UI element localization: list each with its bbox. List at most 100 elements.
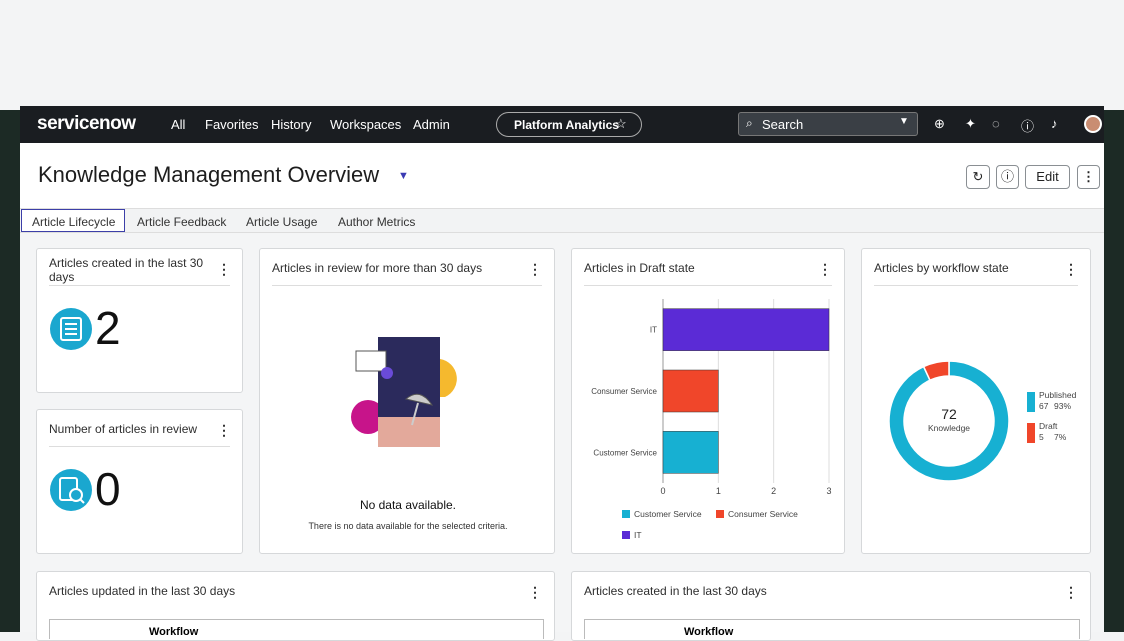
- donut-total: 72: [941, 406, 957, 422]
- table-header: [49, 619, 544, 639]
- edit-button[interactable]: Edit: [1025, 165, 1070, 189]
- legend-swatch: [1027, 423, 1035, 443]
- chat-icon[interactable]: ◌: [992, 116, 1000, 131]
- y-tick-label: IT: [650, 326, 657, 335]
- menu-item[interactable]: Admin: [413, 117, 450, 132]
- card-title: Number of articles in review: [49, 422, 198, 436]
- legend-label: Customer Service: [634, 509, 702, 519]
- divider: [49, 446, 230, 447]
- legend-percent: 93%: [1054, 401, 1071, 411]
- column-header: Workflow: [149, 626, 199, 638]
- legend-swatch: [1027, 392, 1035, 412]
- y-tick-label: Consumer Service: [591, 387, 657, 396]
- bar: [662, 308, 830, 351]
- kpi-value: 2: [95, 302, 121, 354]
- kpi-card: Number of articles in review ⋮ 0: [36, 409, 243, 554]
- x-tick-label: 3: [826, 486, 831, 496]
- x-tick-label: 1: [716, 486, 721, 496]
- legend-percent: 7%: [1054, 432, 1067, 442]
- legend-label: Draft: [1039, 421, 1058, 431]
- divider: [584, 285, 832, 286]
- globe-icon[interactable]: ⊕: [934, 116, 945, 131]
- star-icon[interactable]: ☆: [615, 116, 627, 131]
- card-title: Articles by workflow state: [874, 261, 1009, 275]
- tab[interactable]: Article Lifecycle: [32, 215, 116, 229]
- divider: [49, 285, 230, 286]
- search-icon: ⌕: [746, 116, 753, 130]
- card-title: Articles updated in the last 30 days: [49, 584, 236, 598]
- workspace-pill[interactable]: [496, 112, 642, 137]
- table-header: [584, 619, 1080, 639]
- card-menu[interactable]: ⋮: [1064, 261, 1078, 277]
- x-tick-label: 2: [771, 486, 776, 496]
- table-card: Articles updated in the last 30 days ⋮ W…: [36, 571, 555, 641]
- menu-item[interactable]: History: [271, 117, 312, 132]
- empty-text: There is no data available for the selec…: [308, 521, 508, 531]
- tab[interactable]: Article Usage: [246, 215, 318, 229]
- tab-selected[interactable]: [21, 209, 125, 232]
- nav-bar: servicenow All Favorites History Workspa…: [20, 106, 1104, 143]
- card-menu[interactable]: ⋮: [217, 261, 231, 277]
- empty-title: No data available.: [359, 498, 457, 512]
- search-dropdown[interactable]: ▼: [899, 116, 909, 127]
- search-box[interactable]: [738, 112, 918, 136]
- kpi-icon: [50, 469, 92, 511]
- card-menu[interactable]: ⋮: [217, 422, 231, 438]
- legend-swatch: [716, 510, 724, 518]
- y-tick-label: Customer Service: [593, 448, 657, 457]
- menu-item[interactable]: Workspaces: [330, 117, 402, 132]
- legend-value: 5: [1039, 432, 1044, 442]
- more-button[interactable]: ⋮: [1077, 165, 1100, 189]
- card-title: Articles created in the last 30 days: [49, 256, 204, 284]
- column-header: Workflow: [684, 626, 734, 638]
- x-tick-label: 0: [660, 486, 665, 496]
- empty-card: Articles in review for more than 30 days…: [259, 248, 555, 554]
- tab[interactable]: Article Feedback: [137, 215, 227, 229]
- bar: [662, 431, 719, 474]
- kpi-card: Articles created in the last 30 days ⋮ 2: [36, 248, 243, 393]
- legend-label: Published: [1039, 390, 1077, 400]
- menu-item[interactable]: Favorites: [205, 117, 259, 132]
- donut-total-label: Knowledge: [928, 423, 970, 433]
- card-title: Articles in review for more than 30 days: [272, 261, 483, 275]
- chart-card: Articles in Draft state ⋮ 0 1 2 3 IT Consumer…: [571, 248, 845, 554]
- donut-segment: [888, 360, 1010, 482]
- legend-value: 67: [1039, 401, 1049, 411]
- logo[interactable]: servicenow: [37, 113, 136, 134]
- chart-card: Articles by workflow state ⋮ Published 67…: [861, 248, 1091, 554]
- kpi-value: 0: [95, 463, 121, 515]
- tab[interactable]: Author Metrics: [338, 215, 416, 229]
- empty-illustration: [351, 337, 457, 447]
- legend-swatch: [622, 510, 630, 518]
- info-button[interactable]: ⓘ: [996, 165, 1019, 189]
- donut-segment: [922, 360, 950, 382]
- legend-label: Consumer Service: [728, 509, 798, 519]
- bar: [662, 369, 719, 413]
- title-dropdown[interactable]: ▼: [398, 170, 409, 182]
- bell-icon[interactable]: ♪: [1051, 116, 1058, 131]
- menu-item[interactable]: All: [171, 117, 186, 132]
- help-icon[interactable]: ⓘ: [1021, 119, 1035, 134]
- table-card: Articles created in the last 30 days ⋮ W…: [571, 571, 1091, 641]
- card-menu[interactable]: ⋮: [528, 261, 542, 277]
- divider: [272, 285, 542, 286]
- card-menu[interactable]: ⋮: [818, 261, 832, 277]
- bar-chart: 0 1 2 3 IT Consumer Service Customer Service Cu…: [591, 299, 832, 540]
- search-placeholder: Search: [762, 117, 804, 132]
- workspace-label: Platform Analytics: [514, 118, 619, 132]
- avatar[interactable]: [1084, 115, 1102, 133]
- page-title: Knowledge Management Overview: [38, 162, 380, 187]
- kpi-icon: [50, 308, 92, 350]
- card-menu[interactable]: ⋮: [528, 584, 542, 600]
- legend-label: IT: [634, 530, 642, 540]
- tab-bar: [20, 208, 1104, 233]
- sparkle-icon[interactable]: ✦: [965, 116, 976, 131]
- refresh-button[interactable]: ↻: [966, 165, 990, 189]
- card-menu[interactable]: ⋮: [1064, 584, 1078, 600]
- divider: [874, 285, 1078, 286]
- legend-swatch: [622, 531, 630, 539]
- card-title: Articles created in the last 30 days: [584, 584, 767, 598]
- card-title: Articles in Draft state: [584, 261, 695, 275]
